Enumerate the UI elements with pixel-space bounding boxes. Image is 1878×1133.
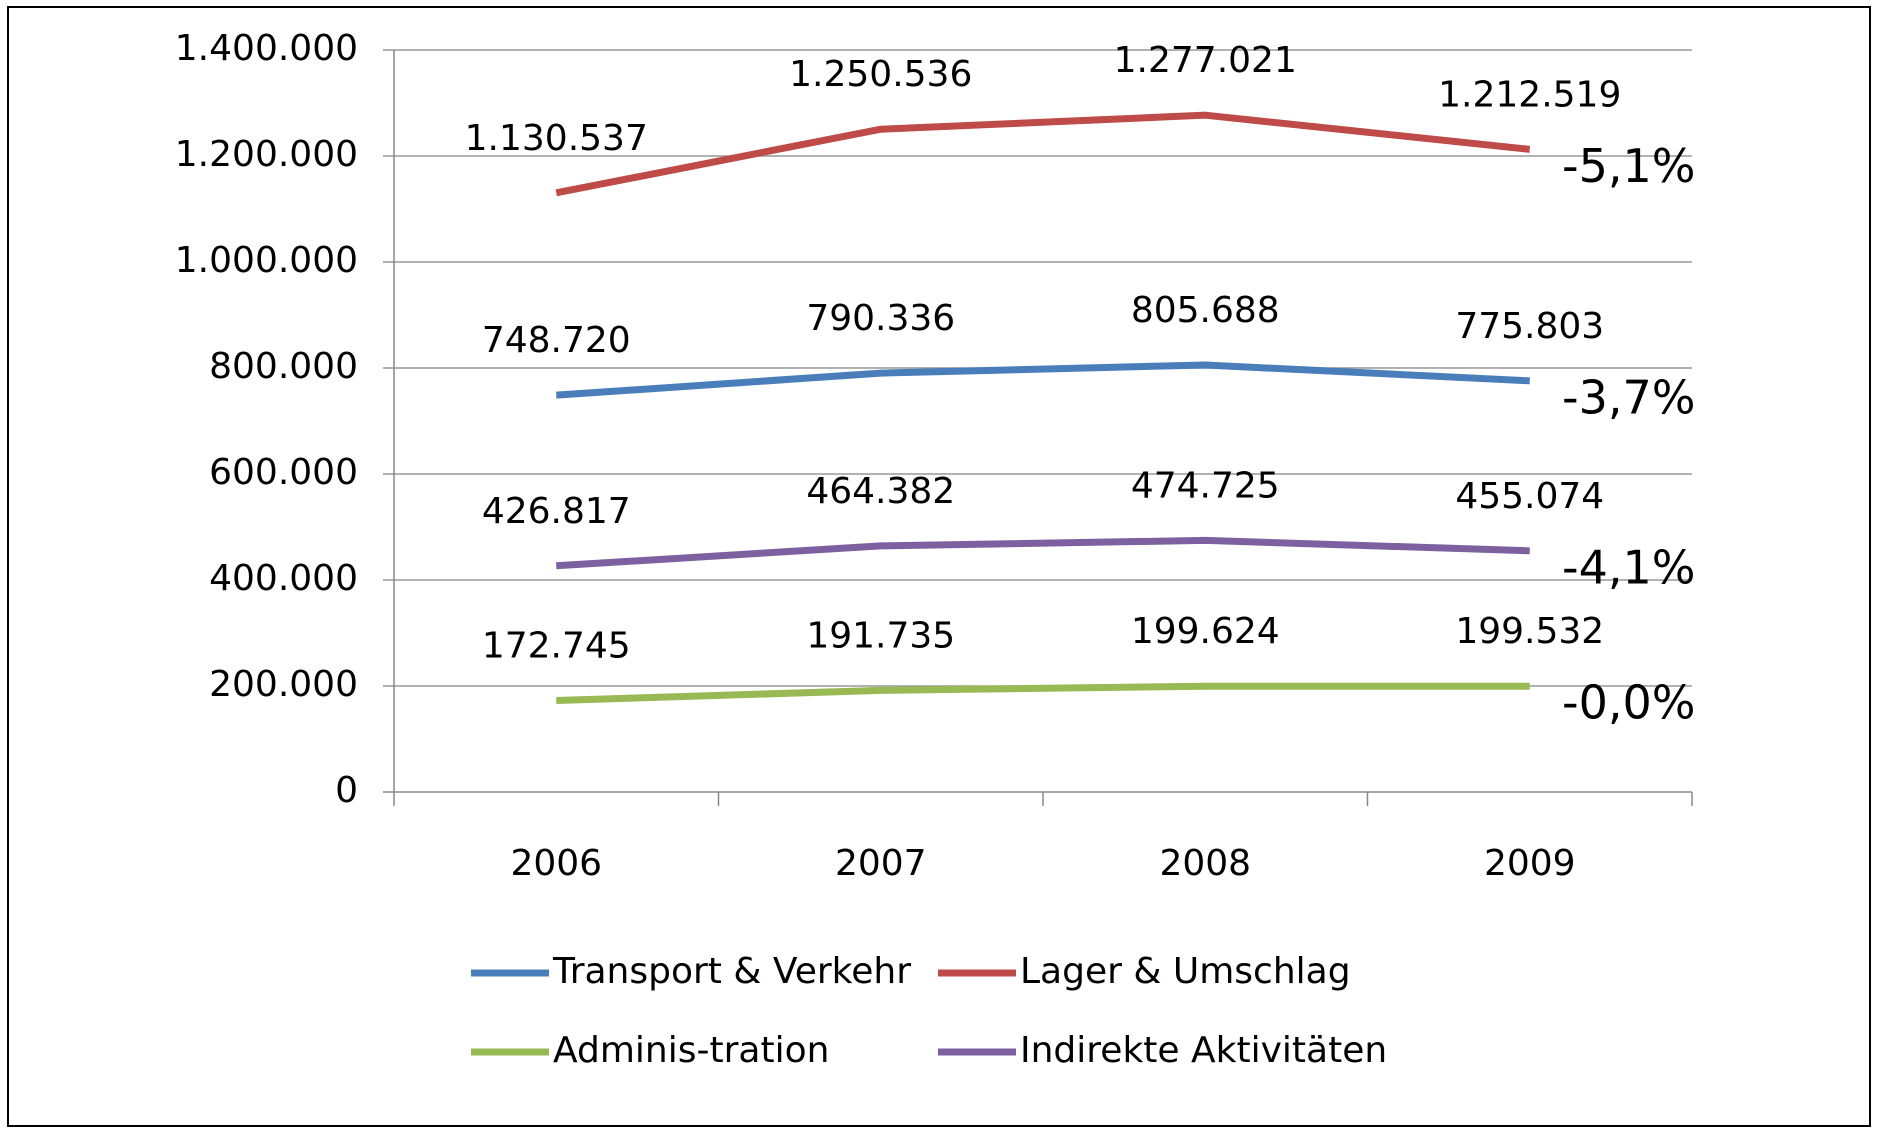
data-label: 474.725 (1131, 465, 1280, 506)
data-label: 172.745 (482, 625, 631, 666)
change-annotation: -4,1% (1562, 540, 1695, 594)
data-label: 1.250.536 (789, 54, 972, 95)
data-label: 191.735 (806, 615, 955, 656)
series-line (556, 682, 1530, 704)
y-tick-label: 800.000 (209, 346, 358, 387)
legend-label: Lager & Umschlag (1020, 951, 1351, 992)
change-annotation: -0,0% (1562, 676, 1695, 730)
y-tick-label: 1.000.000 (175, 240, 358, 281)
data-label: 790.336 (806, 298, 955, 339)
y-tick-label: 200.000 (209, 664, 358, 705)
y-tick-label: 600.000 (209, 452, 358, 493)
data-label: 1.212.519 (1438, 74, 1621, 115)
series-line (556, 536, 1530, 570)
series-line (555, 111, 1531, 197)
data-label: 1.130.537 (465, 118, 648, 159)
y-tick-label: 400.000 (209, 558, 358, 599)
x-tick-label: 2006 (510, 843, 602, 884)
legend-label: Transport & Verkehr (552, 951, 911, 992)
data-label: 455.074 (1455, 476, 1604, 517)
data-label: 464.382 (806, 471, 955, 512)
data-label: 748.720 (482, 320, 631, 361)
x-tick-label: 2007 (835, 843, 927, 884)
series-line (556, 361, 1530, 399)
data-label: 1.277.021 (1114, 40, 1297, 81)
change-annotation: -3,7% (1562, 370, 1695, 424)
y-tick-label: 1.400.000 (175, 28, 358, 69)
legend-label: Indirekte Aktivitäten (1020, 1030, 1387, 1071)
legend-label: Adminis-tration (553, 1030, 829, 1071)
y-tick-label: 0 (335, 770, 358, 811)
change-annotation: -5,1% (1562, 139, 1695, 193)
x-tick-label: 2009 (1484, 843, 1576, 884)
data-label: 805.688 (1131, 290, 1280, 331)
data-label: 199.532 (1455, 611, 1604, 652)
data-label: 775.803 (1455, 306, 1604, 347)
data-label: 426.817 (482, 491, 631, 532)
x-tick-label: 2008 (1159, 843, 1251, 884)
y-tick-label: 1.200.000 (175, 134, 358, 175)
frame (7, 6, 1871, 1127)
data-label: 199.624 (1131, 611, 1280, 652)
